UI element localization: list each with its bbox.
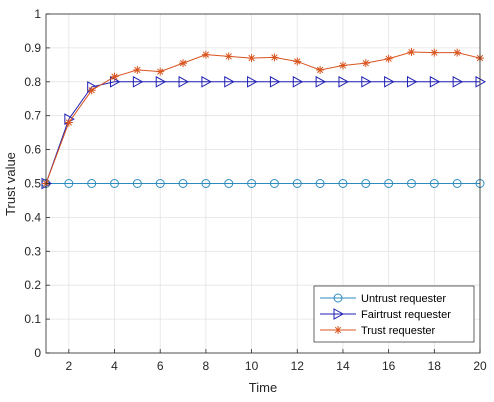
legend-entry-trust-requester: Trust requester: [320, 325, 436, 337]
x-tick-label: 4: [111, 359, 118, 373]
y-tick-label: 0.9: [24, 41, 41, 55]
data-point-trust-requester: [156, 67, 165, 76]
y-tick-label: 0.2: [24, 278, 41, 292]
data-point-trust-requester: [87, 86, 96, 95]
data-point-trust-requester: [247, 54, 256, 63]
data-point-untrust-requester: [178, 179, 188, 188]
y-tick-label: 0.1: [24, 312, 41, 326]
legend-label: Trust requester: [361, 325, 436, 337]
legend-marker: [333, 308, 345, 320]
data-point-fairtrust-requester: [224, 75, 235, 88]
data-point-untrust-requester: [269, 179, 279, 188]
y-tick-label: 1: [34, 7, 41, 21]
data-point-trust-requester: [224, 52, 233, 61]
data-point-trust-requester: [293, 57, 302, 66]
data-point-trust-requester: [201, 50, 210, 59]
data-point-untrust-requester: [155, 179, 165, 188]
data-point-untrust-requester: [406, 179, 416, 188]
data-point-untrust-requester: [338, 179, 348, 188]
data-point-untrust-requester: [224, 179, 234, 188]
data-point-trust-requester: [361, 59, 370, 68]
y-axis-title: Trust value: [3, 152, 18, 216]
x-tick-label: 16: [382, 359, 396, 373]
legend-label: Fairtrust requester: [361, 309, 451, 321]
data-point-trust-requester: [270, 53, 279, 62]
data-point-fairtrust-requester: [338, 75, 349, 88]
data-point-fairtrust-requester: [384, 75, 395, 88]
data-point-trust-requester: [453, 48, 462, 57]
data-point-untrust-requester: [361, 179, 371, 188]
data-point-untrust-requester: [384, 179, 394, 188]
data-point-fairtrust-requester: [406, 75, 418, 88]
legend-marker: [334, 326, 342, 334]
legend-entry-fairtrust-requester: Fairtrust requester: [320, 308, 451, 321]
legend-label: Untrust requester: [361, 293, 446, 305]
data-point-untrust-requester: [87, 179, 97, 188]
series-untrust-requester: [41, 179, 485, 188]
axis-ticks: [46, 13, 481, 354]
data-point-fairtrust-requester: [201, 75, 212, 88]
series-line-trust-requester: [45, 51, 481, 184]
data-point-trust-requester: [110, 72, 119, 81]
x-axis-title: Time: [249, 380, 277, 395]
data-point-fairtrust-requester: [178, 75, 190, 88]
data-point-fairtrust-requester: [429, 75, 441, 88]
y-tick-label: 0.5: [24, 177, 41, 191]
data-point-untrust-requester: [201, 179, 211, 188]
legend-marker: [333, 293, 343, 303]
data-point-untrust-requester: [110, 179, 120, 188]
data-point-fairtrust-requester: [361, 75, 372, 88]
y-tick-label: 0.4: [24, 210, 41, 224]
x-tick-label: 18: [428, 359, 442, 373]
x-tick-label: 6: [157, 359, 164, 373]
data-point-trust-requester: [384, 54, 393, 63]
y-tick-label: 0.6: [24, 143, 41, 157]
x-tick-label: 12: [291, 359, 305, 373]
data-point-untrust-requester: [452, 179, 462, 188]
x-tick-labels: 2 4 6 8 10 12 14 16 18 20: [65, 359, 486, 373]
y-tick-label: 0.3: [24, 244, 41, 258]
legend: Untrust requester Fairtrust requester Trus…: [313, 285, 475, 343]
data-point-trust-requester: [133, 65, 142, 74]
data-point-untrust-requester: [429, 179, 439, 188]
data-point-fairtrust-requester: [475, 75, 487, 88]
data-point-fairtrust-requester: [155, 75, 167, 88]
data-point-fairtrust-requester: [269, 75, 281, 88]
x-tick-label: 2: [65, 359, 72, 373]
data-point-untrust-requester: [315, 179, 325, 188]
y-tick-label: 0.8: [24, 75, 41, 89]
y-tick-label: 0.7: [24, 109, 41, 123]
data-point-trust-requester: [430, 48, 439, 57]
data-point-trust-requester: [64, 118, 73, 127]
data-point-trust-requester: [179, 59, 188, 68]
data-point-trust-requester: [316, 65, 325, 74]
data-point-trust-requester: [338, 61, 347, 70]
series-fairtrust-requester: [41, 75, 487, 190]
legend-entry-untrust-requester: Untrust requester: [320, 293, 446, 305]
series-layer: [41, 47, 487, 190]
data-point-fairtrust-requester: [292, 75, 304, 88]
data-point-untrust-requester: [132, 179, 142, 188]
data-point-untrust-requester: [247, 179, 257, 188]
data-point-fairtrust-requester: [132, 75, 144, 88]
data-point-trust-requester: [407, 47, 416, 56]
data-point-fairtrust-requester: [247, 75, 258, 88]
x-tick-label: 20: [473, 359, 487, 373]
data-point-untrust-requester: [64, 179, 74, 188]
y-tick-labels: 0 0.1 0.2 0.3 0.4 0.5 0.6 0.7 0.8 0.9 1: [24, 7, 41, 360]
x-tick-label: 8: [203, 359, 210, 373]
data-point-fairtrust-requester: [452, 75, 464, 88]
y-tick-label: 0: [34, 346, 41, 360]
data-point-untrust-requester: [292, 179, 302, 188]
data-point-fairtrust-requester: [315, 75, 327, 88]
x-tick-label: 10: [245, 359, 259, 373]
x-tick-label: 14: [336, 359, 350, 373]
